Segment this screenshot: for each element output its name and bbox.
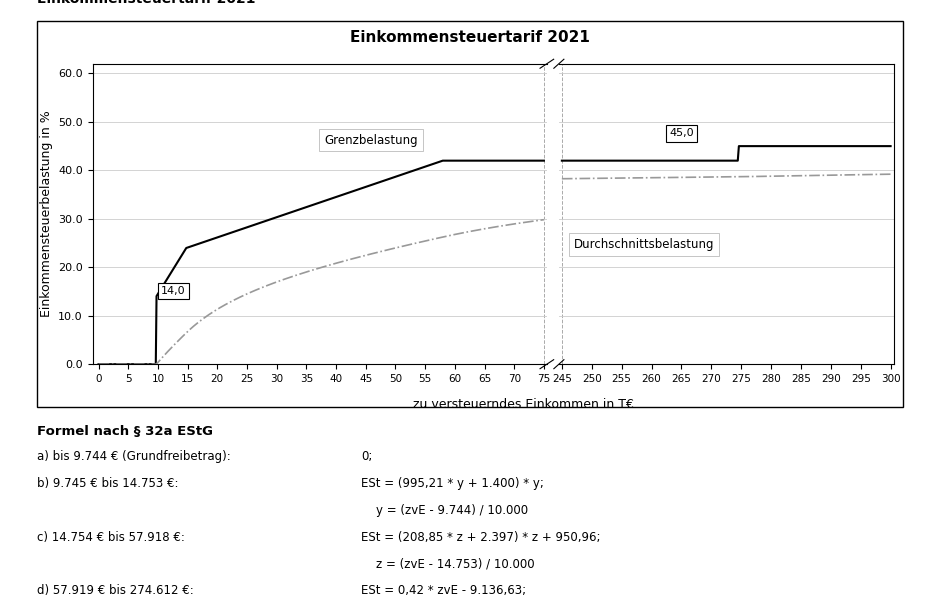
- Text: 45,0: 45,0: [669, 129, 694, 138]
- Text: 0;: 0;: [361, 450, 372, 463]
- Text: 14,0: 14,0: [161, 286, 185, 296]
- Text: zu versteuerndes Einkommen in T€: zu versteuerndes Einkommen in T€: [413, 398, 633, 410]
- Text: Grenzbelastung: Grenzbelastung: [324, 134, 418, 147]
- Text: ESt = (208,85 * z + 2.397) * z + 950,96;: ESt = (208,85 * z + 2.397) * z + 950,96;: [361, 531, 601, 543]
- Text: Formel nach § 32a EStG: Formel nach § 32a EStG: [37, 425, 213, 438]
- Text: d) 57.919 € bis 274.612 €:: d) 57.919 € bis 274.612 €:: [37, 584, 194, 597]
- Text: c) 14.754 € bis 57.918 €:: c) 14.754 € bis 57.918 €:: [37, 531, 185, 543]
- Text: Einkommensteuertarif 2021: Einkommensteuertarif 2021: [350, 30, 590, 46]
- Text: a) bis 9.744 € (Grundfreibetrag):: a) bis 9.744 € (Grundfreibetrag):: [37, 450, 231, 463]
- Y-axis label: Einkommensteuerbelastung in %: Einkommensteuerbelastung in %: [40, 110, 53, 317]
- Text: y = (zvE - 9.744) / 10.000: y = (zvE - 9.744) / 10.000: [361, 504, 528, 517]
- Text: Durchschnittsbelastung: Durchschnittsbelastung: [574, 238, 714, 251]
- Text: z = (zvE - 14.753) / 10.000: z = (zvE - 14.753) / 10.000: [361, 557, 535, 570]
- Text: b) 9.745 € bis 14.753 €:: b) 9.745 € bis 14.753 €:: [37, 477, 179, 490]
- Text: ESt = (995,21 * y + 1.400) * y;: ESt = (995,21 * y + 1.400) * y;: [361, 477, 544, 490]
- Text: ESt = 0,42 * zvE - 9.136,63;: ESt = 0,42 * zvE - 9.136,63;: [361, 584, 526, 597]
- Text: Einkommensteuertarif 2021: Einkommensteuertarif 2021: [37, 0, 256, 6]
